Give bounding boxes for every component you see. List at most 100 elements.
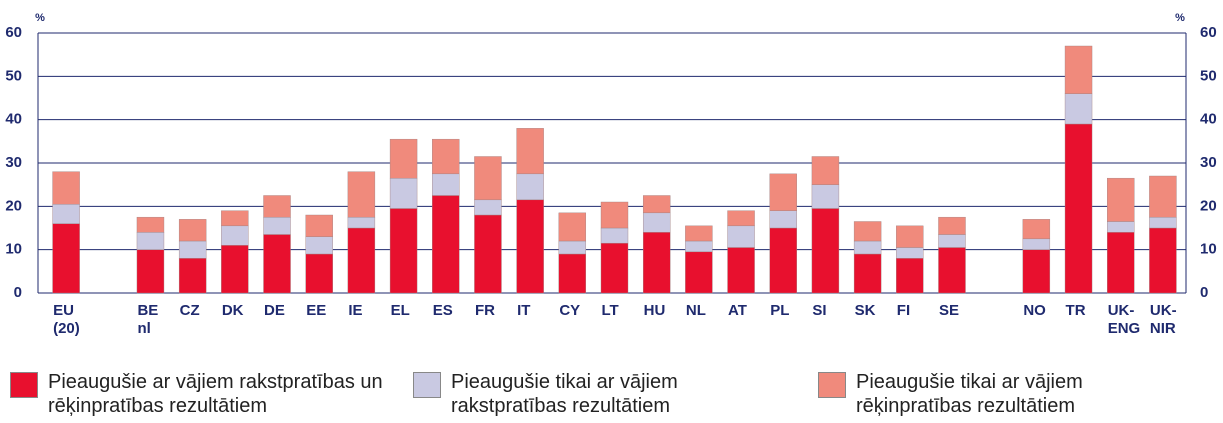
bar-segment (136, 232, 165, 250)
bar-segment (896, 225, 924, 248)
bar-segment (1064, 45, 1093, 94)
x-tick-label: SI (812, 302, 826, 319)
bar-segment (305, 214, 333, 237)
bar-segment (1022, 219, 1051, 240)
y-tick-label-right: 10 (1200, 241, 1217, 258)
bar-segment (938, 216, 966, 235)
y-tick-label: 30 (5, 154, 22, 171)
bar-segment (558, 240, 587, 255)
x-tick-label: DK (222, 302, 244, 319)
bar-segment (474, 156, 502, 201)
x-tick-label: HU (644, 302, 666, 319)
bar-segment (516, 199, 544, 294)
bar-segment (389, 208, 418, 294)
bar-segment (432, 195, 460, 294)
bar-segment (347, 171, 376, 218)
bar-segment (685, 225, 713, 242)
x-tick-label: nl (137, 320, 150, 337)
bar-segment (769, 227, 797, 294)
bar-segment (685, 240, 713, 253)
bar-segment (52, 223, 80, 294)
bar-segment (811, 156, 840, 185)
bar-segment (432, 138, 460, 175)
bar-segment (178, 219, 207, 242)
x-tick-label: ES (433, 302, 453, 319)
x-tick-label: UK- (1108, 302, 1135, 319)
bar-segment (853, 221, 882, 242)
bar-segment (178, 240, 207, 259)
legend-label: Pieaugušie ar vājiem rakstpratības un rē… (48, 371, 383, 417)
x-tick-label: IT (517, 302, 530, 319)
legend-item: Pieaugušie tikai ar vājiem rēķinpratības… (818, 370, 1201, 418)
bar-segment (347, 216, 376, 229)
x-tick-label: FR (475, 302, 495, 319)
bar-segment (221, 210, 249, 227)
bar-segment (853, 253, 882, 294)
bar-segment (52, 171, 80, 205)
bar-segment (1022, 238, 1051, 250)
y-tick-label: 0 (14, 284, 22, 301)
x-tick-label: EL (391, 302, 410, 319)
bar-segment (642, 212, 671, 233)
bar-segment (305, 253, 333, 294)
legend-label: Pieaugušie tikai ar vājiem rēķinpratības… (856, 371, 1083, 417)
x-tick-label: CZ (180, 302, 200, 319)
bar-segment (600, 242, 629, 294)
x-tick-label: CY (559, 302, 580, 319)
x-tick-label: DE (264, 302, 285, 319)
legend-swatch (413, 372, 441, 398)
bar-segment (727, 225, 755, 248)
bar-segment (516, 128, 544, 175)
bar-segment (685, 251, 713, 294)
x-tick-label: NIR (1150, 320, 1176, 337)
bar-segment (1149, 227, 1177, 294)
x-tick-label: IE (348, 302, 362, 319)
bar-segment (1149, 175, 1177, 218)
bar-segment (600, 201, 629, 229)
y-tick-label-right: 50 (1200, 67, 1217, 84)
bar-segment (221, 225, 249, 246)
bar-segment (178, 258, 207, 294)
bar-segment (1107, 221, 1135, 233)
bar-segment (263, 195, 291, 218)
y-tick-label-right: 60 (1200, 24, 1217, 41)
bar-segment (516, 173, 544, 201)
x-tick-label: FI (897, 302, 910, 319)
y-tick-label-right: 20 (1200, 197, 1217, 214)
legend-swatch (10, 372, 38, 398)
bar-segment (389, 177, 418, 209)
bar-segment (896, 258, 924, 294)
y-tick-label: 10 (5, 241, 22, 258)
bar-segment (642, 232, 671, 294)
bar-segment (347, 227, 376, 294)
legend-item: Pieaugušie tikai ar vājiem rakstpratības… (413, 370, 796, 418)
bar-segment (727, 247, 755, 294)
bar-segment (263, 216, 291, 235)
y-tick-label: 20 (5, 197, 22, 214)
chart: % % 0 0 10 10 20 20 30 30 40 40 50 50 60 60 EU(20) BEnl… (5, 12, 1217, 337)
y-tick-label: 60 (5, 24, 22, 41)
y-tick-label-right: 0 (1200, 284, 1208, 301)
x-tick-label: ENG (1108, 320, 1141, 337)
bar-segment (853, 240, 882, 255)
bar-segment (1064, 93, 1093, 125)
bar-segment (642, 195, 671, 214)
bar-segment (1064, 123, 1093, 294)
bar-segment (474, 199, 502, 216)
legend-item: Pieaugušie ar vājiem rakstpratības un rē… (10, 370, 393, 418)
bar-segment (263, 234, 291, 294)
x-tick-label: TR (1066, 302, 1086, 319)
x-tick-label: EE (306, 302, 326, 319)
bar-segment (136, 216, 165, 233)
bar-segment (896, 247, 924, 259)
bar-segment (727, 210, 755, 227)
bar-segment (769, 173, 797, 211)
x-tick-label: BE (137, 302, 158, 319)
x-tick-label: (20) (53, 320, 80, 337)
bar-segment (558, 253, 587, 294)
bar-segment (1107, 232, 1135, 294)
bar-segment (389, 138, 418, 179)
bar-segment (938, 247, 966, 294)
bar-segment (1149, 216, 1177, 229)
x-tick-label: NO (1023, 302, 1046, 319)
